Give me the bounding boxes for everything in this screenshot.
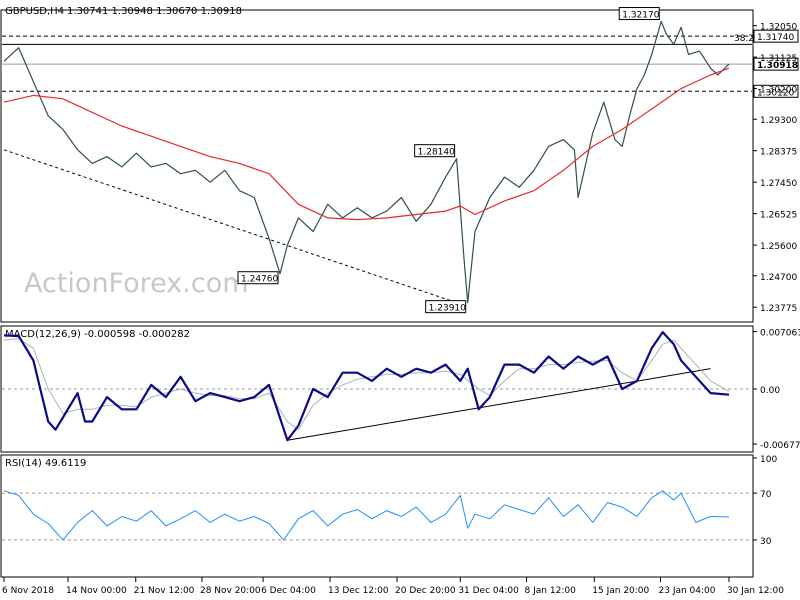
price-annotation-box — [618, 7, 660, 21]
price-close-line — [3, 20, 730, 304]
time-tick-label: 8 Jan 12:00 — [525, 586, 577, 596]
price-series — [3, 20, 730, 304]
price-level-label: 1.31740 — [757, 33, 794, 43]
time-axis: 6 Nov 2018 14 Nov 00:00 21 Nov 12:00 28 Nov… — [2, 577, 784, 596]
price-pane-frame — [0, 9, 754, 323]
price-annotation-box — [425, 300, 467, 314]
price-trendline-segment — [3, 149, 457, 304]
price-y-tick-label: 1.26525 — [760, 211, 797, 221]
time-tick-label: 21 Nov 12:00 — [134, 586, 195, 596]
rsi-y-tick-label: 70 — [760, 490, 772, 500]
price-trendline — [3, 149, 457, 304]
time-tick-label: 6 Nov 2018 — [2, 586, 54, 596]
fib-label: 38.2 — [734, 34, 754, 44]
time-tick-label: 15 Jan 20:00 — [592, 586, 649, 596]
price-y-tick-label: 1.30200 — [760, 86, 797, 96]
rsi-y-tick-label: 30 — [760, 537, 772, 547]
price-annotation-label: 1.28140 — [418, 148, 455, 158]
time-tick-label: 20 Dec 20:00 — [395, 586, 456, 596]
time-tick-label: 28 Nov 20:00 — [200, 586, 261, 596]
price-y-tick-label: 1.27450 — [760, 179, 797, 189]
price-annotation-label: 1.23910 — [429, 304, 466, 314]
price-y-tick-label: 1.28375 — [760, 148, 797, 158]
rsi-line — [3, 490, 730, 541]
macd-trendline-segment — [287, 368, 711, 441]
macd-y-tick-label: 0.007063 — [760, 329, 800, 339]
price-y-tick-label: 1.23775 — [760, 304, 797, 314]
price-level-box — [753, 84, 799, 98]
ohlc-values: 1.30741 1.30948 1.30670 1.30918 — [67, 6, 242, 17]
price-y-tick-label: 1.29300 — [760, 116, 797, 126]
price-annotation-box — [237, 271, 279, 285]
rsi-title: RSI(14) 49.6119 — [5, 458, 86, 469]
price-y-tick-label: 1.24700 — [760, 273, 797, 283]
time-tick-label: 13 Dec 12:00 — [328, 586, 389, 596]
macd-y-tick-label: 0.00 — [760, 386, 780, 396]
price-axis: 1.32050 1.31125 1.30200 1.29300 1.28375 1.274… — [753, 23, 797, 314]
rsi-axis: 100 70 30 — [753, 455, 777, 547]
macd-title: MACD(12,26,9) -0.000598 -0.000282 — [5, 329, 190, 340]
price-level-box — [753, 29, 799, 43]
macd-series — [3, 331, 730, 442]
price-annotation-label: 1.32170 — [622, 11, 659, 21]
rsi-y-tick-label: 100 — [760, 455, 777, 465]
macd-signal-line — [3, 338, 730, 431]
price-annotations: 1.32170 1.28140 1.24760 1.23910 — [237, 7, 660, 314]
rsi-series — [3, 490, 730, 541]
price-y-tick-label: 1.31125 — [760, 54, 797, 64]
price-annotation-box — [414, 144, 456, 158]
current-price-label: 1.30918 — [757, 61, 798, 71]
price-y-tick-label: 1.25600 — [760, 242, 797, 252]
time-tick-label: 6 Dec 04:00 — [261, 586, 316, 596]
symbol-label: GBPUSD,H4 — [5, 6, 64, 17]
price-levels: 1.31740 1.30120 1.30918 — [2, 29, 799, 98]
price-level-label: 1.30120 — [757, 88, 794, 98]
time-tick-label: 14 Nov 00:00 — [66, 586, 127, 596]
macd-main-line — [3, 331, 730, 442]
time-tick-label: 31 Dec 04:00 — [458, 586, 519, 596]
time-tick-label: 23 Jan 04:00 — [659, 586, 716, 596]
rsi-levels — [2, 492, 752, 541]
watermark: ActionForex.com — [24, 268, 249, 299]
macd-y-tick-label: -0.006774 — [760, 441, 800, 451]
macd-axis: 0.007063 0.00 -0.006774 — [753, 329, 800, 451]
price-annotation-label: 1.24760 — [241, 275, 278, 285]
current-price-box — [753, 57, 799, 71]
time-tick-label: 30 Jan 12:00 — [727, 586, 784, 596]
price-y-tick-label: 1.32050 — [760, 23, 797, 33]
moving-average-line — [3, 67, 730, 221]
macd-trendline — [287, 368, 711, 441]
